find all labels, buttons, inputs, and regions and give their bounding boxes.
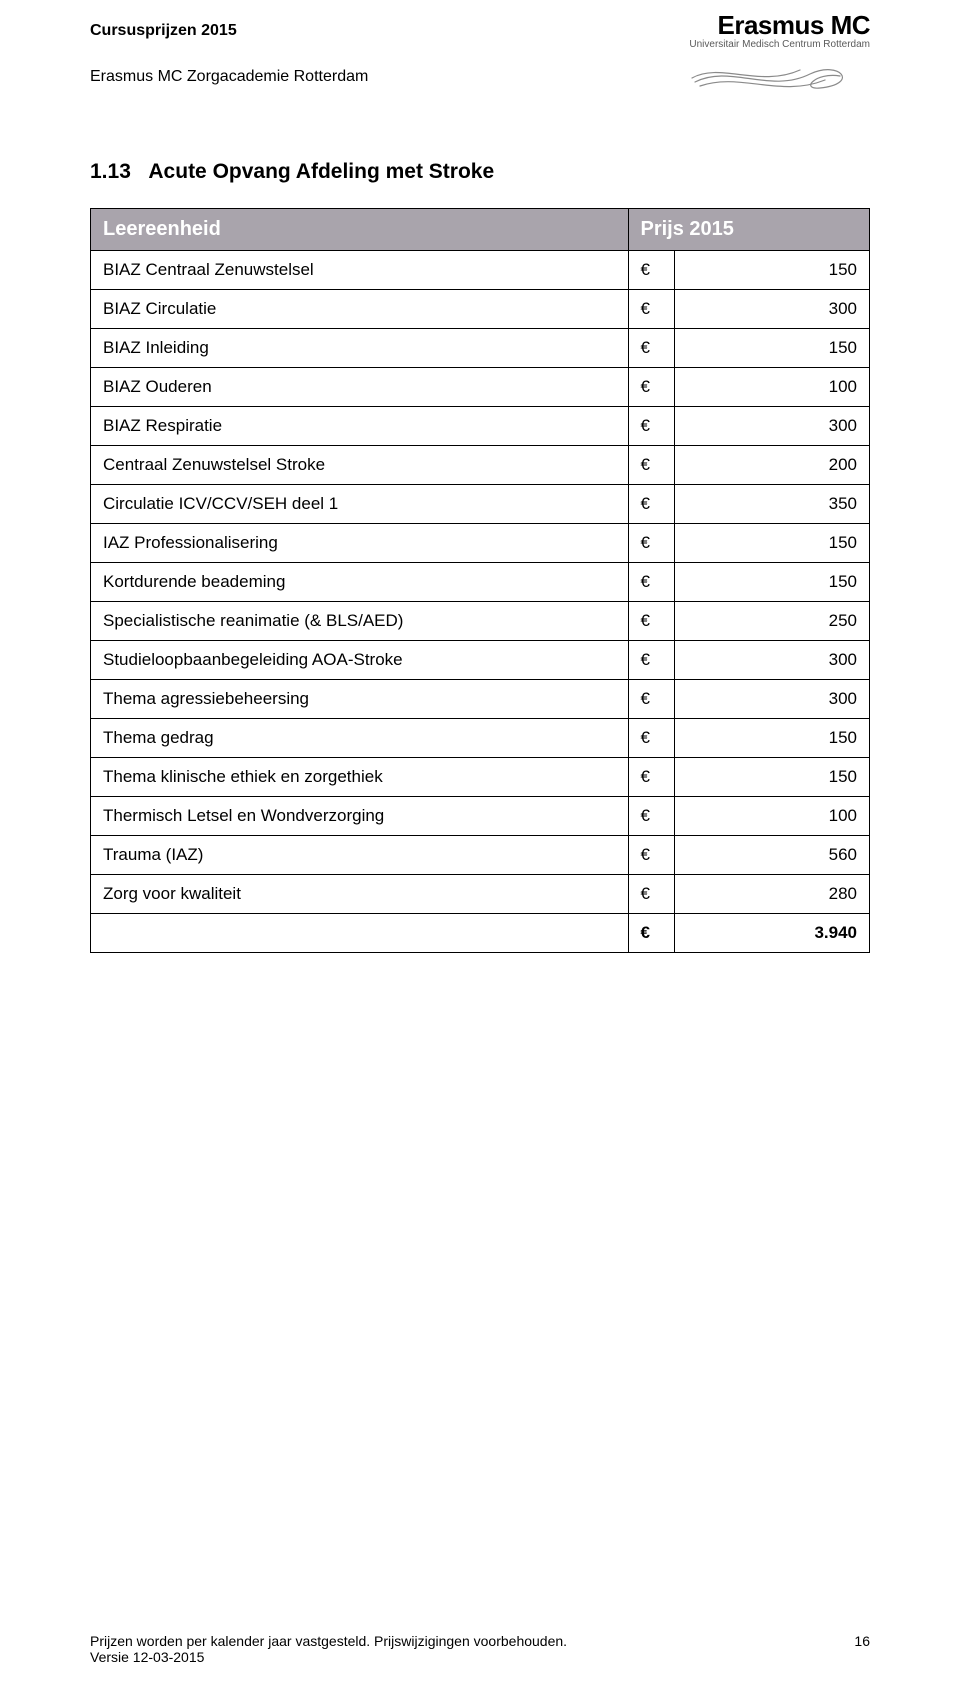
row-currency: € <box>628 719 675 758</box>
row-value: 100 <box>675 368 870 407</box>
row-value: 200 <box>675 446 870 485</box>
page-footer: Prijzen worden per kalender jaar vastges… <box>90 1633 870 1665</box>
section-number: 1.13 <box>90 160 131 183</box>
column-header-label: Leereenheid <box>91 209 629 251</box>
row-currency: € <box>628 641 675 680</box>
header-subtitle: Erasmus MC Zorgacademie Rotterdam <box>90 68 368 86</box>
table-total-row: €3.940 <box>91 914 870 953</box>
row-currency: € <box>628 875 675 914</box>
row-value: 150 <box>675 758 870 797</box>
row-currency: € <box>628 563 675 602</box>
row-currency: € <box>628 368 675 407</box>
table-row: Thema gedrag€150 <box>91 719 870 758</box>
row-label: Specialistische reanimatie (& BLS/AED) <box>91 602 629 641</box>
price-table: Leereenheid Prijs 2015 BIAZ Centraal Zen… <box>90 208 870 953</box>
section-heading: Acute Opvang Afdeling met Stroke <box>148 160 494 183</box>
content-area: 1.13 Acute Opvang Afdeling met Stroke Le… <box>0 120 960 953</box>
footer-line-2: Versie 12-03-2015 <box>90 1649 870 1665</box>
row-label: IAZ Professionalisering <box>91 524 629 563</box>
page-number: 16 <box>854 1633 870 1649</box>
row-label: Trauma (IAZ) <box>91 836 629 875</box>
row-value: 280 <box>675 875 870 914</box>
row-value: 300 <box>675 641 870 680</box>
row-currency: € <box>628 524 675 563</box>
table-row: Thema klinische ethiek en zorgethiek€150 <box>91 758 870 797</box>
table-row: Thermisch Letsel en Wondverzorging€100 <box>91 797 870 836</box>
row-label: Zorg voor kwaliteit <box>91 875 629 914</box>
row-currency: € <box>628 329 675 368</box>
row-value: 350 <box>675 485 870 524</box>
row-label: BIAZ Circulatie <box>91 290 629 329</box>
table-row: Circulatie ICV/CCV/SEH deel 1€350 <box>91 485 870 524</box>
row-value: 150 <box>675 329 870 368</box>
footer-line-1: Prijzen worden per kalender jaar vastges… <box>90 1633 870 1649</box>
row-currency: € <box>628 290 675 329</box>
row-currency: € <box>628 407 675 446</box>
row-label: BIAZ Inleiding <box>91 329 629 368</box>
row-label: Studieloopbaanbegeleiding AOA-Stroke <box>91 641 629 680</box>
row-value: 150 <box>675 524 870 563</box>
page-header: Cursusprijzen 2015 Erasmus MC Zorgacadem… <box>0 0 960 120</box>
table-row: Zorg voor kwaliteit€280 <box>91 875 870 914</box>
row-label: Kortdurende beademing <box>91 563 629 602</box>
logo-swirl-icon <box>689 54 870 103</box>
total-value: 3.940 <box>675 914 870 953</box>
table-row: BIAZ Circulatie€300 <box>91 290 870 329</box>
table-row: IAZ Professionalisering€150 <box>91 524 870 563</box>
logo-block: Erasmus MC Universitair Medisch Centrum … <box>689 10 870 103</box>
row-value: 150 <box>675 563 870 602</box>
row-label: Thema klinische ethiek en zorgethiek <box>91 758 629 797</box>
row-value: 250 <box>675 602 870 641</box>
row-label: BIAZ Respiratie <box>91 407 629 446</box>
row-currency: € <box>628 836 675 875</box>
table-row: Studieloopbaanbegeleiding AOA-Stroke€300 <box>91 641 870 680</box>
logo-main-text: Erasmus MC <box>689 10 870 41</box>
total-empty-cell <box>91 914 629 953</box>
row-value: 300 <box>675 680 870 719</box>
row-label: Centraal Zenuwstelsel Stroke <box>91 446 629 485</box>
table-header-row: Leereenheid Prijs 2015 <box>91 209 870 251</box>
table-row: BIAZ Centraal Zenuwstelsel€150 <box>91 251 870 290</box>
row-currency: € <box>628 602 675 641</box>
table-row: Trauma (IAZ)€560 <box>91 836 870 875</box>
row-value: 560 <box>675 836 870 875</box>
row-value: 150 <box>675 251 870 290</box>
row-currency: € <box>628 758 675 797</box>
table-row: BIAZ Respiratie€300 <box>91 407 870 446</box>
row-value: 300 <box>675 407 870 446</box>
table-row: Thema agressiebeheersing€300 <box>91 680 870 719</box>
table-row: Centraal Zenuwstelsel Stroke€200 <box>91 446 870 485</box>
column-header-price: Prijs 2015 <box>628 209 870 251</box>
row-currency: € <box>628 251 675 290</box>
header-title: Cursusprijzen 2015 <box>90 22 368 40</box>
header-left: Cursusprijzen 2015 Erasmus MC Zorgacadem… <box>90 22 368 86</box>
table-row: BIAZ Inleiding€150 <box>91 329 870 368</box>
row-value: 100 <box>675 797 870 836</box>
row-label: Thermisch Letsel en Wondverzorging <box>91 797 629 836</box>
table-row: BIAZ Ouderen€100 <box>91 368 870 407</box>
table-row: Kortdurende beademing€150 <box>91 563 870 602</box>
table-row: Specialistische reanimatie (& BLS/AED)€2… <box>91 602 870 641</box>
row-currency: € <box>628 446 675 485</box>
logo-sub-text: Universitair Medisch Centrum Rotterdam <box>689 39 870 50</box>
row-value: 150 <box>675 719 870 758</box>
row-currency: € <box>628 680 675 719</box>
row-label: Circulatie ICV/CCV/SEH deel 1 <box>91 485 629 524</box>
row-label: BIAZ Centraal Zenuwstelsel <box>91 251 629 290</box>
row-label: Thema gedrag <box>91 719 629 758</box>
total-currency: € <box>628 914 675 953</box>
row-currency: € <box>628 797 675 836</box>
section-title: 1.13 Acute Opvang Afdeling met Stroke <box>90 160 870 184</box>
row-value: 300 <box>675 290 870 329</box>
row-currency: € <box>628 485 675 524</box>
row-label: BIAZ Ouderen <box>91 368 629 407</box>
row-label: Thema agressiebeheersing <box>91 680 629 719</box>
